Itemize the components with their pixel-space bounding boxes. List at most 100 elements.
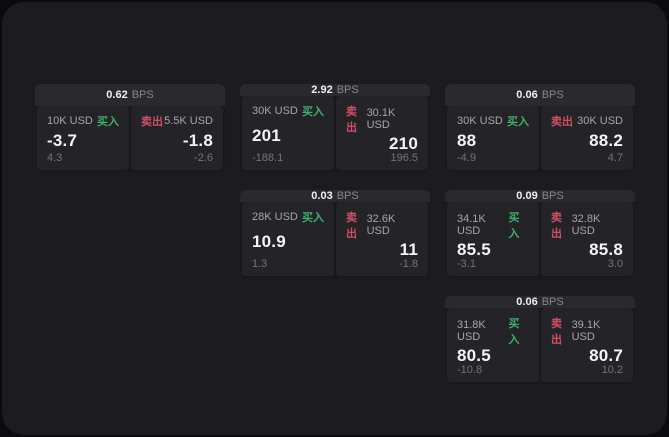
bps-value: 0.09 <box>516 190 538 202</box>
buy-tile-header: 30K USD 买入 <box>252 103 324 119</box>
bps-value: 2.92 <box>311 84 333 96</box>
buy-amount: 30K USD <box>252 105 298 117</box>
card-body: 30K USD 买入 88 -4.9 卖出 30K USD 88.2 4.7 <box>445 106 635 172</box>
sell-tile-header: 卖出 32.6K USD <box>346 209 418 241</box>
card-header: 2.92 BPS <box>240 84 430 96</box>
buy-quote-tile[interactable]: 28K USD 买入 10.9 1.3 <box>242 202 334 276</box>
sell-delta: -2.6 <box>194 152 213 164</box>
buy-price: 80.5 <box>457 346 491 365</box>
bps-value: 0.62 <box>106 89 128 101</box>
buy-delta: 1.3 <box>252 258 268 270</box>
buy-tile-header: 28K USD 买入 <box>252 209 324 225</box>
sell-price: 85.8 <box>589 240 623 259</box>
sell-quote-tile[interactable]: 卖出 30.1K USD 210 196.5 <box>336 96 428 170</box>
sell-delta: 3.0 <box>607 258 623 270</box>
sell-price: 210 <box>389 134 418 153</box>
sell-delta: 196.5 <box>390 152 418 164</box>
sell-side-label: 卖出 <box>346 106 357 134</box>
bps-value: 0.06 <box>516 89 538 101</box>
buy-price: -3.7 <box>47 131 78 150</box>
sell-tile-header: 卖出 30.1K USD <box>346 103 418 135</box>
buy-delta: -188.1 <box>252 152 284 164</box>
sell-price: -1.8 <box>182 131 213 150</box>
bps-unit-label: BPS <box>336 84 359 96</box>
bps-unit-label: BPS <box>336 190 359 202</box>
buy-amount: 10K USD <box>47 115 93 127</box>
sell-tile-header: 卖出 5.5K USD <box>141 113 213 129</box>
buy-delta: -10.8 <box>457 364 483 376</box>
sell-amount: 39.1K USD <box>571 319 601 343</box>
card-body: 28K USD 买入 10.9 1.3 卖出 32.6K USD 11 -1.8 <box>240 202 430 278</box>
quote-card: 0.06 BPS 31.8K USD 买入 80.5 -10.8 卖出 39.1… <box>445 296 635 384</box>
sell-side-label: 卖出 <box>551 318 562 346</box>
sell-amount: 32.6K USD <box>366 213 396 237</box>
buy-amount: 30K USD <box>457 115 503 127</box>
sell-tile-header: 卖出 30K USD <box>551 113 623 129</box>
buy-quote-tile[interactable]: 30K USD 买入 201 -188.1 <box>242 96 334 170</box>
buy-tile-header: 30K USD 买入 <box>457 113 529 129</box>
sell-price: 88.2 <box>589 131 623 150</box>
buy-quote-tile[interactable]: 31.8K USD 买入 80.5 -10.8 <box>447 308 539 382</box>
bps-unit-label: BPS <box>541 296 564 308</box>
quote-cards-grid: 0.62 BPS 10K USD 买入 -3.7 4.3 卖出 5.5K USD… <box>35 84 635 384</box>
buy-quote-tile[interactable]: 10K USD 买入 -3.7 4.3 <box>37 106 129 170</box>
sell-quote-tile[interactable]: 卖出 39.1K USD 80.7 10.2 <box>541 308 633 382</box>
sell-amount: 30K USD <box>577 115 623 127</box>
buy-delta: -3.1 <box>457 258 476 270</box>
bps-value: 0.03 <box>311 190 333 202</box>
buy-price: 10.9 <box>252 232 286 251</box>
buy-side-label: 买入 <box>507 116 529 128</box>
sell-side-label: 卖出 <box>346 212 357 240</box>
buy-tile-header: 34.1K USD 买入 <box>457 209 529 241</box>
buy-side-label: 买入 <box>302 212 324 224</box>
quote-card: 0.03 BPS 28K USD 买入 10.9 1.3 卖出 32.6K US… <box>240 190 430 278</box>
bps-unit-label: BPS <box>131 89 154 101</box>
sell-quote-tile[interactable]: 卖出 5.5K USD -1.8 -2.6 <box>131 106 223 170</box>
card-header: 0.09 BPS <box>445 190 635 202</box>
buy-quote-tile[interactable]: 30K USD 买入 88 -4.9 <box>447 106 539 170</box>
buy-tile-header: 10K USD 买入 <box>47 113 119 129</box>
sell-price: 11 <box>399 240 418 259</box>
buy-price: 201 <box>252 126 281 145</box>
sell-delta: 10.2 <box>601 364 623 376</box>
buy-side-label: 买入 <box>97 116 119 128</box>
sell-amount: 30.1K USD <box>366 107 396 131</box>
buy-side-label: 买入 <box>508 212 520 240</box>
sell-side-label: 卖出 <box>551 212 562 240</box>
sell-amount: 32.8K USD <box>571 213 601 237</box>
sell-price: 80.7 <box>589 346 623 365</box>
card-body: 30K USD 买入 201 -188.1 卖出 30.1K USD 210 1… <box>240 96 430 172</box>
card-header: 0.06 BPS <box>445 296 635 308</box>
bps-unit-label: BPS <box>541 190 564 202</box>
sell-delta: -1.8 <box>399 258 418 270</box>
quote-card: 0.06 BPS 30K USD 买入 88 -4.9 卖出 30K USD 8… <box>445 84 635 172</box>
buy-amount: 34.1K USD <box>457 213 486 237</box>
buy-side-label: 买入 <box>508 318 520 346</box>
buy-amount: 31.8K USD <box>457 319 486 343</box>
sell-quote-tile[interactable]: 卖出 30K USD 88.2 4.7 <box>541 106 633 170</box>
sell-tile-header: 卖出 39.1K USD <box>551 315 623 347</box>
card-header: 0.03 BPS <box>240 190 430 202</box>
sell-quote-tile[interactable]: 卖出 32.8K USD 85.8 3.0 <box>541 202 633 276</box>
buy-price: 85.5 <box>457 240 491 259</box>
sell-amount: 5.5K USD <box>164 115 213 127</box>
card-header: 0.06 BPS <box>445 84 635 106</box>
buy-tile-header: 31.8K USD 买入 <box>457 315 529 347</box>
sell-side-label: 卖出 <box>141 116 163 128</box>
quote-card: 0.62 BPS 10K USD 买入 -3.7 4.3 卖出 5.5K USD… <box>35 84 225 172</box>
card-body: 31.8K USD 买入 80.5 -10.8 卖出 39.1K USD 80.… <box>445 308 635 384</box>
buy-delta: -4.9 <box>457 152 476 164</box>
bps-unit-label: BPS <box>541 89 564 101</box>
sell-tile-header: 卖出 32.8K USD <box>551 209 623 241</box>
buy-side-label: 买入 <box>302 106 324 118</box>
buy-delta: 4.3 <box>47 152 63 164</box>
buy-quote-tile[interactable]: 34.1K USD 买入 85.5 -3.1 <box>447 202 539 276</box>
quote-card: 0.09 BPS 34.1K USD 买入 85.5 -3.1 卖出 32.8K… <box>445 190 635 278</box>
sell-side-label: 卖出 <box>551 116 573 128</box>
buy-price: 88 <box>457 131 477 150</box>
sell-delta: 4.7 <box>607 152 623 164</box>
sell-quote-tile[interactable]: 卖出 32.6K USD 11 -1.8 <box>336 202 428 276</box>
card-body: 10K USD 买入 -3.7 4.3 卖出 5.5K USD -1.8 -2.… <box>35 106 225 172</box>
card-body: 34.1K USD 买入 85.5 -3.1 卖出 32.8K USD 85.8… <box>445 202 635 278</box>
